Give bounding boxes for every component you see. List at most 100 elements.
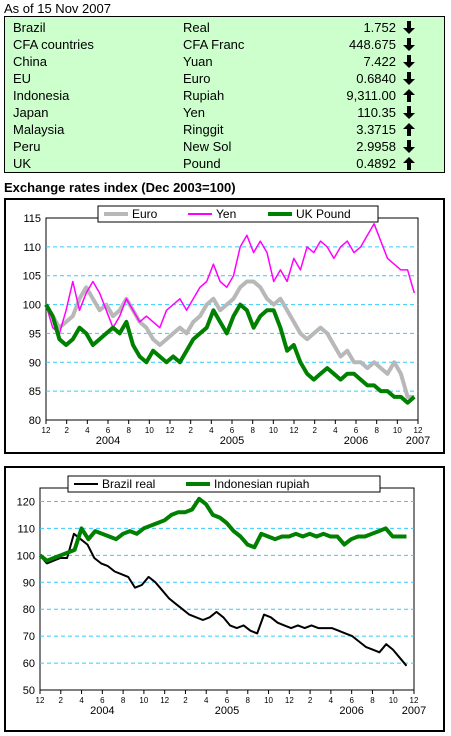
exchange-rates-table: Brazil Real 1.752 CFA countries CFA Franc 448… bbox=[4, 16, 445, 173]
currency-name: New Sol bbox=[183, 139, 232, 154]
x-tick-label: 4 bbox=[209, 426, 214, 435]
y-tick-label: 90 bbox=[23, 577, 35, 589]
x-tick-label: 4 bbox=[79, 696, 84, 705]
year-label: 2005 bbox=[220, 435, 244, 447]
x-tick-label: 10 bbox=[145, 426, 154, 435]
x-tick-label: 4 bbox=[204, 696, 209, 705]
legend: Brazil real Indonesian rupiah bbox=[67, 475, 381, 493]
year-label: 2007 bbox=[402, 705, 426, 717]
x-tick-label: 12 bbox=[160, 696, 169, 705]
x-tick-label: 8 bbox=[370, 696, 375, 705]
x-tick-label: 6 bbox=[354, 426, 359, 435]
currency-name: Euro bbox=[183, 71, 211, 86]
x-tick-label: 2 bbox=[59, 696, 64, 705]
rate-row: Malaysia Ringgit 3.3715 bbox=[5, 121, 444, 138]
y-tick-label: 100 bbox=[23, 300, 41, 312]
arrow-up-icon bbox=[403, 157, 415, 170]
x-tick-label: 2 bbox=[308, 696, 313, 705]
y-tick-label: 120 bbox=[17, 496, 35, 508]
country-name: UK bbox=[13, 156, 32, 171]
x-tick-label: 4 bbox=[85, 426, 90, 435]
y-tick-label: 85 bbox=[29, 386, 41, 398]
rate-row: China Yuan 7.422 bbox=[5, 53, 444, 70]
x-tick-label: 12 bbox=[42, 426, 51, 435]
series-line-brazil-real bbox=[39, 532, 408, 667]
exchange-value: 7.422 bbox=[363, 54, 396, 69]
chart-box-2: 50 60 70 80 90 100 110 120 12 2 4 6 8 10 12 2 4 6 8 10 12 2 4 6… bbox=[4, 466, 445, 732]
arrow-down-icon bbox=[403, 140, 415, 153]
legend: Euro Yen UK Pound bbox=[97, 205, 379, 223]
rate-row: UK Pound 0.4892 bbox=[5, 155, 444, 172]
x-tick-label: 2 bbox=[312, 426, 317, 435]
y-tick-label: 70 bbox=[23, 631, 35, 643]
chart-box-1: 80 85 90 95 100 105 110 115 12 2 4 6 8 10 12 2 4 6 8 10 12 2 4… bbox=[4, 198, 445, 454]
x-tick-label: 12 bbox=[166, 426, 175, 435]
x-tick-label: 6 bbox=[349, 696, 354, 705]
x-tick-label: 4 bbox=[329, 696, 334, 705]
x-tick-label: 6 bbox=[106, 426, 111, 435]
section-title: Exchange rates index (Dec 2003=100) bbox=[4, 180, 236, 195]
x-tick-label: 10 bbox=[393, 426, 402, 435]
x-tick-label: 12 bbox=[290, 426, 299, 435]
legend-box bbox=[67, 475, 381, 493]
year-label: 2004 bbox=[90, 705, 114, 717]
x-tick-label: 12 bbox=[36, 696, 45, 705]
x-tick-label: 10 bbox=[389, 696, 398, 705]
rate-row: Peru New Sol 2.9958 bbox=[5, 138, 444, 155]
country-name: Japan bbox=[13, 105, 49, 120]
rate-row: Indonesia Rupiah 9,311.00 bbox=[5, 87, 444, 104]
country-name: CFA countries bbox=[13, 37, 94, 52]
y-tick-label: 110 bbox=[17, 523, 35, 535]
arrow-down-icon bbox=[403, 106, 415, 119]
exchange-value: 110.35 bbox=[357, 105, 396, 120]
series-line-yen bbox=[45, 223, 416, 335]
y-tick-label: 115 bbox=[23, 213, 41, 225]
y-tick-label: 90 bbox=[29, 357, 41, 369]
rate-row: EU Euro 0.6840 bbox=[5, 70, 444, 87]
x-tick-label: 8 bbox=[250, 426, 255, 435]
currency-name: Rupiah bbox=[183, 88, 225, 103]
x-tick-label: 8 bbox=[246, 696, 251, 705]
legend-label: Indonesian rupiah bbox=[214, 477, 309, 491]
country-name: EU bbox=[13, 71, 32, 86]
exchange-rate-index-chart: 80 85 90 95 100 105 110 115 12 2 4 6 8 10 12 2 4 6 8 10 12 2 4… bbox=[23, 205, 430, 447]
currency-name: CFA Franc bbox=[183, 37, 245, 52]
x-tick-label: 6 bbox=[230, 426, 235, 435]
exchange-value: 0.6840 bbox=[356, 71, 396, 86]
year-label: 2006 bbox=[344, 435, 368, 447]
series-line-euro bbox=[44, 279, 415, 399]
y-tick-label: 105 bbox=[23, 271, 41, 283]
exchange-value: 0.4892 bbox=[356, 156, 396, 171]
series-line-indonesian-rupiah bbox=[38, 496, 407, 563]
x-tick-label: 6 bbox=[225, 696, 230, 705]
y-tick-label: 80 bbox=[23, 604, 35, 616]
legend-label: Brazil real bbox=[102, 477, 155, 491]
y-tick-label: 60 bbox=[23, 658, 35, 670]
exchange-value: 1.752 bbox=[363, 20, 396, 35]
x-tick-label: 12 bbox=[285, 696, 294, 705]
y-tick-label: 80 bbox=[29, 415, 41, 427]
currency-name: Ringgit bbox=[183, 122, 224, 137]
series-line-uk-pound bbox=[44, 302, 416, 405]
arrow-up-icon bbox=[403, 89, 415, 102]
y-tick-label: 50 bbox=[23, 685, 35, 697]
x-tick-label: 2 bbox=[64, 426, 69, 435]
year-label: 2007 bbox=[406, 435, 430, 447]
x-tick-label: 8 bbox=[121, 696, 126, 705]
rate-row: Brazil Real 1.752 bbox=[5, 19, 444, 36]
as-of-date: As of 15 Nov 2007 bbox=[4, 1, 111, 16]
y-tick-label: 100 bbox=[17, 550, 35, 562]
exchange-value: 448.675 bbox=[349, 37, 396, 52]
x-tick-label: 12 bbox=[410, 696, 419, 705]
arrow-up-icon bbox=[403, 123, 415, 136]
exchange-value: 2.9958 bbox=[356, 139, 396, 154]
year-label: 2006 bbox=[339, 705, 363, 717]
y-tick-label: 95 bbox=[29, 328, 41, 340]
country-name: Brazil bbox=[13, 20, 46, 35]
arrow-down-icon bbox=[403, 72, 415, 85]
country-name: Indonesia bbox=[13, 88, 70, 103]
x-tick-label: 6 bbox=[100, 696, 105, 705]
x-tick-label: 10 bbox=[139, 696, 148, 705]
currency-name: Yuan bbox=[183, 54, 213, 69]
country-name: Malaysia bbox=[13, 122, 65, 137]
